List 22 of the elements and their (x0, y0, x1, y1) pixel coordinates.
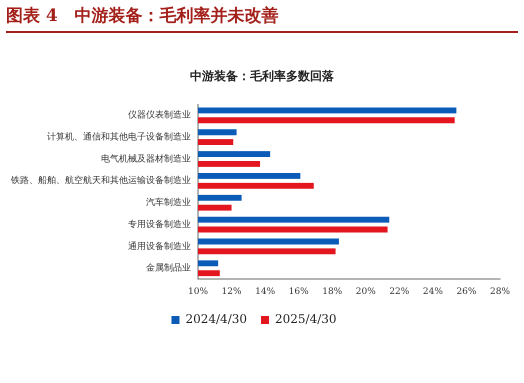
x-tick-label: 12% (222, 286, 242, 297)
x-tick-label: 26% (456, 286, 477, 297)
y-tick-label: 计算机、通信和其他电子设备制造业 (47, 132, 191, 143)
x-tick-label: 16% (288, 286, 310, 297)
y-tick-label: 铁路、船舶、航空航天和其他运输设备制造业 (10, 175, 191, 186)
x-tick-label: 14% (255, 286, 276, 297)
x-tick-label: 20% (356, 286, 376, 297)
y-tick-label: 金属制品业 (146, 262, 191, 274)
legend-label: 2024/4/30 (185, 312, 247, 326)
x-tick-label: 28% (490, 286, 510, 297)
x-tick-label: 10% (188, 286, 208, 297)
chart-subtitle: 中游装备：毛利率多数回落 (189, 68, 335, 85)
y-tick-label: 汽车制造业 (146, 197, 191, 208)
y-tick-label: 专用设备制造业 (128, 218, 191, 230)
y-tick-label: 通用设备制造业 (128, 240, 191, 252)
x-tick-label: 18% (322, 286, 343, 297)
y-tick-label: 仪器仪表制造业 (128, 110, 191, 121)
x-tick-label: 24% (422, 286, 444, 297)
chart-title: 图表 4 中游装备：毛利率并未改善 (6, 4, 518, 33)
legend-label: 2025/4/30 (275, 312, 337, 326)
y-tick-label: 电气机械及器材制造业 (101, 153, 191, 164)
x-tick-label: 22% (389, 286, 410, 297)
